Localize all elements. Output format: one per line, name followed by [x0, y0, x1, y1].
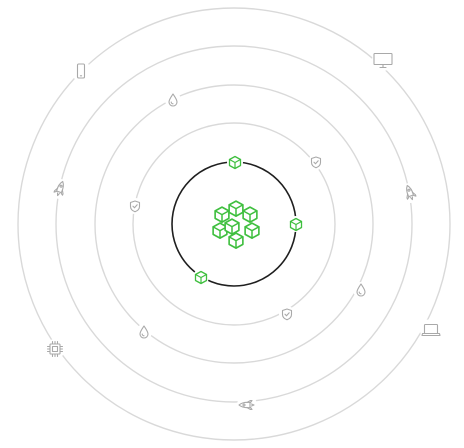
cube-cluster-icon	[213, 201, 259, 248]
shield-check-icon	[308, 154, 324, 170]
smartphone-icon	[71, 61, 91, 81]
drop-icon	[165, 92, 181, 108]
shield-check-icon	[127, 198, 143, 214]
rocket-icon	[397, 180, 423, 206]
cube-icon	[193, 269, 209, 285]
cube-icon	[288, 216, 304, 232]
rocket-icon	[47, 176, 73, 202]
shield-check-icon	[279, 306, 295, 322]
drop-icon	[136, 324, 152, 340]
laptop-icon	[420, 319, 442, 341]
rocket-icon	[237, 395, 257, 415]
drop-icon	[353, 282, 369, 298]
chip-icon	[45, 339, 65, 359]
monitor-icon	[372, 49, 394, 71]
cube-icon	[227, 154, 243, 170]
